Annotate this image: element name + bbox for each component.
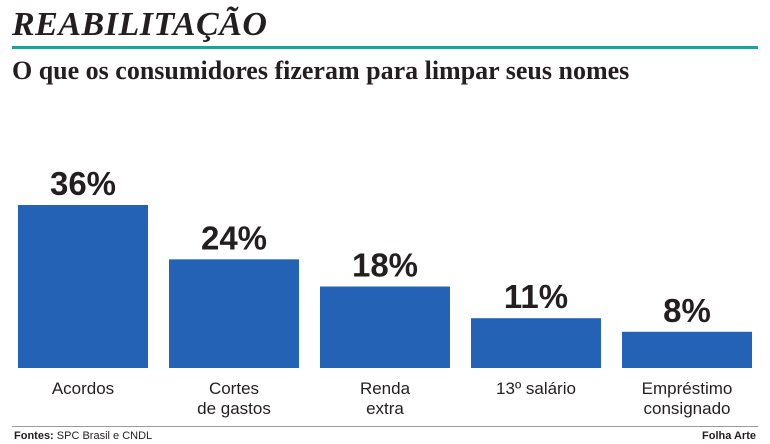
value-label-2: 24%: [201, 219, 267, 256]
value-label-1: 36%: [50, 165, 116, 202]
chart-title: O que os consumidores fizeram para limpa…: [12, 56, 630, 85]
chart-kicker: REABILITAÇÃO: [12, 6, 268, 43]
category-label-3-line-1: Renda: [360, 379, 411, 398]
source-text: SPC Brasil e CNDL: [53, 430, 153, 442]
bar-5: [622, 331, 752, 368]
category-label-1: Acordos: [52, 379, 114, 398]
category-label-2-line-2: de gastos: [197, 399, 271, 418]
category-label-3-line-2: extra: [366, 399, 404, 418]
footer-rule: [12, 426, 758, 427]
source-note: Fontes: SPC Brasil e CNDL: [14, 430, 152, 442]
category-label-5-line-2: consignado: [644, 399, 731, 418]
value-label-3: 18%: [352, 247, 418, 284]
value-label-4: 11%: [504, 278, 568, 315]
credit-note: Folha Arte: [702, 430, 756, 442]
bar-3: [320, 286, 450, 368]
source-label: Fontes:: [14, 430, 54, 442]
category-label-4: 13º salário: [496, 379, 576, 398]
bar-1: [18, 205, 148, 368]
bar-2: [169, 259, 299, 368]
value-label-5: 8%: [663, 292, 711, 329]
bar-4: [471, 318, 601, 368]
header-rule: [12, 46, 758, 49]
category-label-5-line-1: Empréstimo: [642, 379, 733, 398]
category-label-2-line-1: Cortes: [209, 379, 259, 398]
